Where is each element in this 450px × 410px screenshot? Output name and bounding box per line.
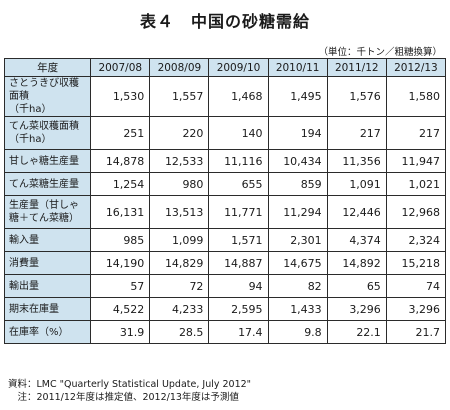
table-cell: 14,829 (149, 251, 210, 275)
table-cell: 82 (267, 274, 328, 298)
table-cell: 140 (208, 116, 269, 150)
row-label: てん菜収穫面積 （千ha） (3, 116, 92, 150)
row-label: 生産量（甘しゃ 糖＋てん菜糖） (3, 195, 92, 229)
table-cell: 1,433 (267, 297, 328, 321)
row-label: 輸出量 (3, 274, 92, 298)
table-cell: 217 (385, 116, 447, 150)
table-row: 輸出量 57 72 94 82 65 74 (3, 274, 447, 298)
table-cell: 1,580 (385, 76, 447, 117)
table-cell: 74 (385, 274, 447, 298)
table-cell: 16,131 (90, 195, 151, 229)
table-cell: 217 (326, 116, 387, 150)
table-cell: 14,190 (90, 251, 151, 275)
header-corner: 年度 (3, 58, 92, 77)
table-cell: 1,576 (326, 76, 387, 117)
table-cell: 2,324 (385, 228, 447, 252)
table-cell: 1,468 (208, 76, 269, 117)
table-cell: 10,434 (267, 149, 328, 173)
table-cell: 12,533 (149, 149, 210, 173)
table-cell: 14,675 (267, 251, 328, 275)
table-row: てん菜糖生産量 1,254 980 655 859 1,091 1,021 (3, 172, 447, 196)
table-cell: 1,021 (385, 172, 447, 196)
table-cell: 21.7 (385, 320, 447, 344)
table-cell: 15,218 (385, 251, 447, 275)
table-cell: 12,446 (326, 195, 387, 229)
table-cell: 14,878 (90, 149, 151, 173)
table-row: てん菜収穫面積 （千ha） 251 220 140 194 217 217 (3, 116, 447, 150)
table-cell: 980 (149, 172, 210, 196)
unit-note: （単位：千トン／粗糖換算） (318, 47, 442, 58)
table-cell: 655 (208, 172, 269, 196)
table-cell: 194 (267, 116, 328, 150)
table-cell: 4,522 (90, 297, 151, 321)
footnotes: 資料：LMC "Quarterly Statistical Update, Ju… (8, 378, 251, 404)
page-title: 表４ 中国の砂糖需給 (139, 12, 310, 31)
header-row: 年度 2007/08 2008/09 2009/10 2010/11 2011/… (3, 58, 447, 77)
row-label: 輸入量 (3, 228, 92, 252)
column-header: 2012/13 (385, 58, 447, 77)
column-header: 2011/12 (326, 58, 387, 77)
table-cell: 11,116 (208, 149, 269, 173)
table-cell: 1,571 (208, 228, 269, 252)
table-cell: 72 (149, 274, 210, 298)
row-label: 在庫率（%） (3, 320, 92, 344)
table-cell: 2,301 (267, 228, 328, 252)
table-cell: 1,254 (90, 172, 151, 196)
table-cell: 11,294 (267, 195, 328, 229)
table-cell: 251 (90, 116, 151, 150)
table-cell: 1,557 (149, 76, 210, 117)
source-note: 資料：LMC "Quarterly Statistical Update, Ju… (8, 379, 252, 390)
table-cell: 11,771 (208, 195, 269, 229)
row-label: 消費量 (3, 251, 92, 275)
table-cell: 220 (149, 116, 210, 150)
table-cell: 22.1 (326, 320, 387, 344)
table-cell: 3,296 (385, 297, 447, 321)
table-cell: 94 (208, 274, 269, 298)
table-cell: 11,356 (326, 149, 387, 173)
sugar-supply-demand-table: 年度 2007/08 2008/09 2009/10 2010/11 2011/… (3, 58, 447, 344)
table-row: 消費量 14,190 14,829 14,887 14,675 14,892 15,218 (3, 251, 447, 275)
table-row: 在庫率（%） 31.9 28.5 17.4 9.8 22.1 21.7 (3, 320, 447, 344)
column-header: 2010/11 (267, 58, 328, 77)
table-cell: 1,099 (149, 228, 210, 252)
table-cell: 3,296 (326, 297, 387, 321)
estimate-note: 注：2011/12年度は推定値、2012/13年度は予測値 (8, 392, 239, 403)
column-header: 2008/09 (149, 58, 210, 77)
table-cell: 31.9 (90, 320, 151, 344)
table-cell: 2,595 (208, 297, 269, 321)
table-row: 期末在庫量 4,522 4,233 2,595 1,433 3,296 3,296 (3, 297, 447, 321)
table-cell: 4,233 (149, 297, 210, 321)
row-label: てん菜糖生産量 (3, 172, 92, 196)
table-cell: 9.8 (267, 320, 328, 344)
column-header: 2009/10 (208, 58, 269, 77)
row-label: 期末在庫量 (3, 297, 92, 321)
table-row: 輸入量 985 1,099 1,571 2,301 4,374 2,324 (3, 228, 447, 252)
table-cell: 17.4 (208, 320, 269, 344)
table-row: 生産量（甘しゃ 糖＋てん菜糖） 16,131 13,513 11,771 11,294 12… (3, 195, 447, 229)
table-row: さとうきび収穫面積 （千ha） 1,530 1,557 1,468 1,495 1,576 1… (3, 76, 447, 117)
table-cell: 14,887 (208, 251, 269, 275)
table-cell: 859 (267, 172, 328, 196)
row-label: さとうきび収穫面積 （千ha） (3, 76, 92, 117)
table-cell: 1,091 (326, 172, 387, 196)
table-cell: 985 (90, 228, 151, 252)
table-cell: 28.5 (149, 320, 210, 344)
table-cell: 13,513 (149, 195, 210, 229)
table-cell: 1,530 (90, 76, 151, 117)
column-header: 2007/08 (90, 58, 151, 77)
table-row: 甘しゃ糖生産量 14,878 12,533 11,116 10,434 11,356 11,… (3, 149, 447, 173)
row-label: 甘しゃ糖生産量 (3, 149, 92, 173)
table-cell: 65 (326, 274, 387, 298)
table-cell: 12,968 (385, 195, 447, 229)
table-cell: 4,374 (326, 228, 387, 252)
table-cell: 57 (90, 274, 151, 298)
table-cell: 14,892 (326, 251, 387, 275)
table-cell: 11,947 (385, 149, 447, 173)
table-cell: 1,495 (267, 76, 328, 117)
